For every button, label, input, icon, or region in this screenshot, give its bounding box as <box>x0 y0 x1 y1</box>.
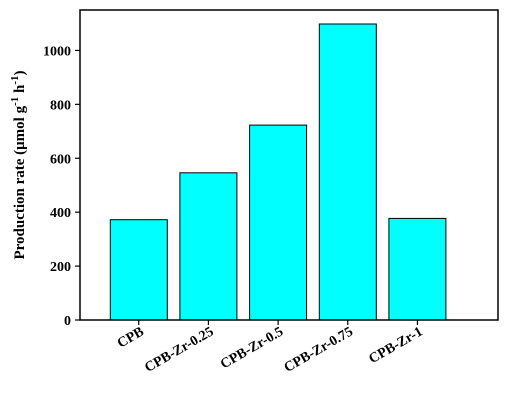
x-tick-label: CPB-Zr-0.25 <box>142 324 216 375</box>
x-tick-label: CPB-Zr-0.75 <box>282 324 356 375</box>
y-tick-label: 800 <box>50 98 71 113</box>
y-tick-label: 400 <box>50 206 71 221</box>
y-tick-label: 0 <box>64 314 71 329</box>
plot-frame <box>79 9 499 321</box>
y-axis-ticks: 0 200 400 600 800 1000 <box>43 44 80 329</box>
bar-cpb <box>109 219 168 321</box>
x-tick-label: CPB-Zr-1 <box>367 324 426 367</box>
y-tick-label: 200 <box>50 260 71 275</box>
bar-cpb-zr-0-75 <box>318 23 377 321</box>
bar-cpb-zr-0-5 <box>249 124 308 321</box>
y-tick-label: 1000 <box>43 44 71 59</box>
bars-group <box>109 23 447 321</box>
y-tick-label: 600 <box>50 152 71 167</box>
bar-cpb-zr-0-25 <box>179 172 238 321</box>
x-tick-label: CPB-Zr-0.5 <box>218 324 286 372</box>
y-axis-label: Production rate (μmol g-1 h-1) <box>9 70 28 259</box>
bar-cpb-zr-1 <box>388 217 447 321</box>
x-tick-label: CPB <box>115 324 147 351</box>
